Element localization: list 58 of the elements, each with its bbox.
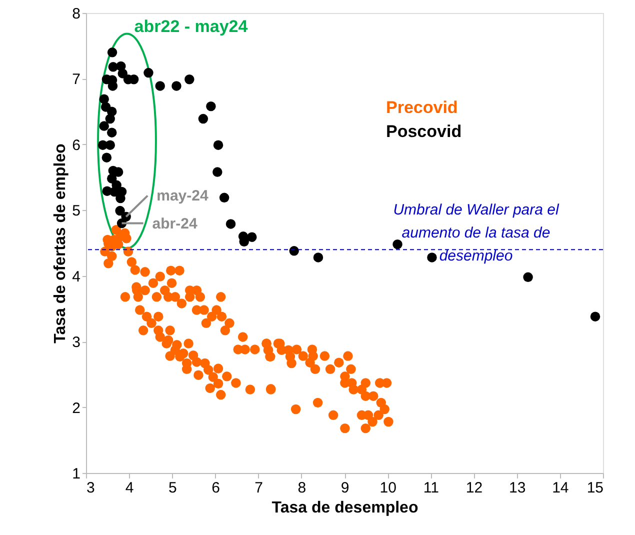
x-tick-label: 13 [508,480,526,496]
point [313,252,324,262]
point [118,68,128,78]
point [115,206,125,216]
point [392,239,402,250]
point [172,81,182,91]
point [213,140,224,150]
y-tick-label: 6 [72,136,80,154]
point [107,48,118,58]
point [590,312,600,322]
point [155,81,165,91]
point [289,246,299,256]
x-axis-title: Tasa de desempleo [272,500,418,516]
point [184,74,194,84]
x-tick-label: 9 [340,480,350,496]
x-tick-label: 4 [125,480,134,496]
ref-line-label: Umbral de Waller para el aumento de la tasa de desempleo [393,202,560,265]
y-axis-title: Tasa de ofertas de empleo [52,143,70,344]
x-tick-label: 5 [168,480,177,496]
y-tick-label: 3 [72,334,80,352]
point [198,114,208,124]
x-tick-label: 6 [212,480,220,496]
y-tick-label: 7 [72,71,80,88]
x-tick-label: 7 [254,480,264,496]
point [105,140,115,150]
y-tick-label: 4 [72,268,80,286]
point [427,252,437,262]
point [108,81,118,91]
y-tick-label: 1 [72,466,80,482]
annotation: may-24 [156,188,209,205]
x-tick-label: 15 [586,480,604,496]
x-tick-label: 11 [423,480,439,496]
annotation: abr22 - may24 [134,17,248,36]
point [523,272,533,282]
point [144,68,154,78]
point [206,101,216,112]
point [226,219,236,229]
x-tick-label: 3 [86,480,95,496]
text: Precovid [386,98,458,117]
text: Poscovid [386,122,462,141]
x-tick-label: 8 [298,480,306,496]
x-tick-label: 10 [380,480,396,496]
x-tick-label: 12 [466,480,483,496]
y-tick-label: 2 [72,400,80,417]
point [99,121,109,131]
y-tick-label: 8 [72,6,80,22]
point [106,128,117,138]
y-tick-label: 5 [72,202,80,220]
annotation: abr-24 [152,215,198,232]
point [106,174,117,184]
point [247,232,257,242]
point [212,167,222,177]
point [219,192,230,203]
point [102,152,112,162]
x-tick-label: 14 [552,480,569,496]
point [99,94,109,104]
point [105,114,115,124]
point [116,193,126,204]
